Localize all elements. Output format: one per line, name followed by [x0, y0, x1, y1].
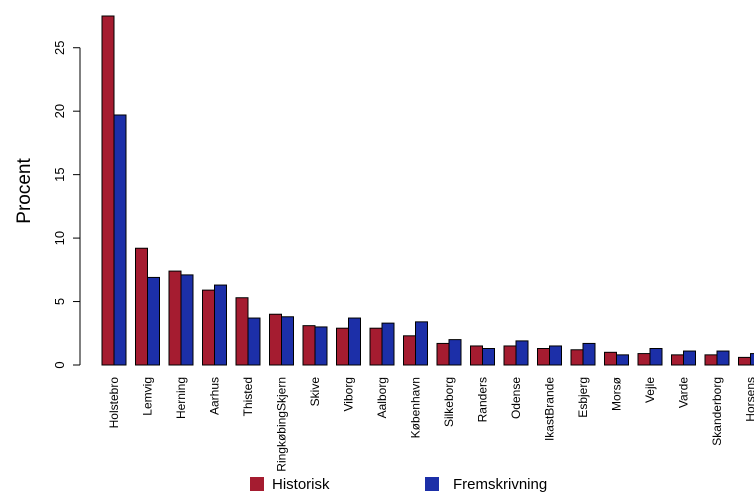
bar-historisk-7	[336, 327, 349, 366]
bar-fremskrivning-9	[415, 321, 428, 366]
bar-fremskrivning-5	[281, 316, 294, 366]
bar-historisk-16	[637, 353, 651, 366]
bar-historisk-5	[269, 313, 282, 366]
category-label: Esbjerg	[576, 377, 590, 418]
category-label: Thisted	[241, 377, 255, 416]
bar-fremskrivning-8	[381, 322, 395, 366]
bar-fremskrivning-11	[482, 348, 495, 366]
bar-fremskrivning-3	[214, 284, 227, 366]
bar-historisk-15	[604, 351, 617, 366]
legend-swatch-historisk	[250, 477, 264, 491]
bar-fremskrivning-0	[113, 114, 127, 366]
bar-fremskrivning-17	[683, 350, 696, 366]
category-label: Randers	[476, 377, 490, 422]
category-label: Horsens	[744, 377, 754, 422]
category-label: Aarhus	[208, 377, 222, 415]
bar-historisk-10	[436, 342, 450, 366]
bar-historisk-0	[101, 15, 115, 366]
bar-historisk-3	[202, 289, 215, 366]
bar-fremskrivning-4	[247, 317, 261, 366]
bar-historisk-9	[403, 335, 416, 366]
category-label: Aalborg	[375, 377, 389, 418]
bar-fremskrivning-2	[180, 274, 194, 366]
category-label: Vejle	[643, 377, 657, 403]
category-label: Silkeborg	[442, 377, 456, 427]
category-label: København	[409, 377, 423, 438]
bar-historisk-17	[671, 354, 684, 366]
category-label: Herning	[174, 377, 188, 419]
bar-historisk-2	[168, 270, 182, 366]
bar-fremskrivning-1	[147, 276, 160, 366]
legend: Historisk Fremskrivning	[250, 476, 547, 493]
bar-historisk-1	[135, 247, 148, 366]
legend-label-historisk: Historisk	[272, 476, 330, 493]
legend-swatch-fremskrivning	[425, 477, 439, 491]
bar-fremskrivning-18	[716, 350, 730, 366]
y-tick-label: 20	[52, 104, 67, 118]
y-tick-label: 0	[52, 361, 67, 368]
y-axis-label: Procent	[14, 158, 35, 224]
category-label: Varde	[677, 377, 691, 408]
bar-fremskrivning-14	[582, 342, 596, 366]
bar-fremskrivning-7	[348, 317, 361, 366]
category-label: IkastBrande	[543, 377, 557, 441]
category-label: RingkøbingSkjern	[275, 377, 289, 472]
category-label: Skive	[308, 377, 322, 407]
bar-historisk-11	[470, 345, 483, 366]
legend-label-fremskrivning: Fremskrivning	[453, 476, 547, 493]
bar-fremskrivning-15	[616, 354, 629, 366]
x-axis-category-labels: Holstebro Lemvig Herning Aarhus Thisted Ringk…	[107, 376, 754, 471]
bar-historisk-13	[537, 348, 550, 366]
category-label: Morsø	[610, 376, 624, 411]
y-tick-label: 25	[52, 40, 67, 54]
bar-historisk-18	[704, 354, 718, 366]
bar-historisk-6	[302, 325, 316, 366]
bar-historisk-19	[738, 356, 751, 366]
category-label: Skanderborg	[710, 377, 724, 446]
bar-historisk-14	[570, 349, 584, 366]
bar-historisk-12	[503, 345, 517, 366]
bar-fremskrivning-10	[448, 339, 462, 366]
bar-fremskrivning-16	[649, 348, 663, 366]
bars-group	[101, 15, 754, 366]
category-label: Viborg	[342, 377, 356, 411]
y-axis: 0 5 10 15 20 25	[52, 40, 81, 369]
y-tick-label: 5	[52, 298, 67, 305]
category-label: Lemvig	[141, 377, 155, 416]
category-label: Holstebro	[107, 377, 121, 429]
bar-fremskrivning-6	[314, 326, 328, 366]
bar-historisk-4	[235, 297, 249, 366]
bar-fremskrivning-12	[515, 340, 529, 366]
bar-fremskrivning-19	[750, 353, 754, 366]
bar-fremskrivning-13	[549, 345, 562, 366]
y-tick-label: 10	[52, 231, 67, 245]
bar-historisk-8	[369, 327, 383, 366]
y-tick-label: 15	[52, 167, 67, 181]
category-label: Odense	[509, 377, 523, 419]
